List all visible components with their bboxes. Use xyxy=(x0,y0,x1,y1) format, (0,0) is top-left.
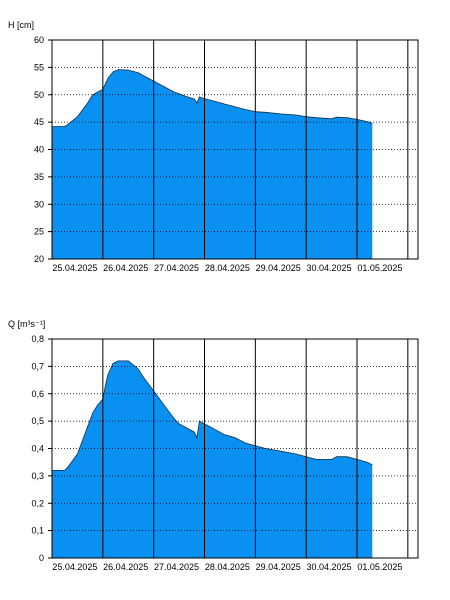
y-tick-label: 40 xyxy=(34,145,44,155)
series-line xyxy=(52,69,373,127)
x-tick-label: 29.04.2025 xyxy=(256,263,301,273)
y-tick-label: 45 xyxy=(34,117,44,127)
y-tick-label: 30 xyxy=(34,199,44,209)
x-tick-label: 01.05.2025 xyxy=(357,263,402,273)
x-tick-label: 25.04.2025 xyxy=(52,263,97,273)
x-tick-label: 30.04.2025 xyxy=(307,562,352,572)
y-tick-label: 25 xyxy=(34,227,44,237)
x-tick-label: 28.04.2025 xyxy=(205,263,250,273)
x-tick-label: 29.04.2025 xyxy=(256,562,301,572)
y-tick-label: 0,5 xyxy=(31,416,44,426)
y-tick-label: 35 xyxy=(34,172,44,182)
y-tick-label: 0,4 xyxy=(31,444,44,454)
y-axis-label: Q [m³s⁻¹] xyxy=(8,319,45,329)
y-tick-label: 20 xyxy=(34,254,44,264)
y-tick-label: 0,1 xyxy=(31,526,44,536)
x-tick-label: 27.04.2025 xyxy=(154,263,199,273)
chart-2: 0 0,1 0,2 0,3 0,4 0,5 0,6 0,7 0,8 25.04.2025 26.04… xyxy=(8,319,419,572)
y-tick-label: 60 xyxy=(34,35,44,45)
x-tick-label: 01.05.2025 xyxy=(357,562,402,572)
x-tick-label: 26.04.2025 xyxy=(103,263,148,273)
y-tick-label: 0,8 xyxy=(31,334,44,344)
y-tick-label: 0,2 xyxy=(31,498,44,508)
y-tick-label: 0,3 xyxy=(31,471,44,481)
y-tick-label: 0,6 xyxy=(31,389,44,399)
plot-frame xyxy=(51,39,419,260)
y-tick-label: 0 xyxy=(39,553,44,563)
area-series xyxy=(52,360,373,558)
y-axis-label: H [cm] xyxy=(8,20,34,30)
x-tick-label: 27.04.2025 xyxy=(154,562,199,572)
x-tick-label: 28.04.2025 xyxy=(205,562,250,572)
y-tick-label: 55 xyxy=(34,62,44,72)
y-tick-label: 50 xyxy=(34,90,44,100)
plot-frame xyxy=(51,338,419,559)
x-tick-label: 26.04.2025 xyxy=(103,562,148,572)
series-line xyxy=(52,360,373,471)
x-tick-label: 30.04.2025 xyxy=(307,263,352,273)
y-tick-label: 0,7 xyxy=(31,361,44,371)
chart-1: 20 25 30 35 40 45 50 55 60 25.04.2025 26.04.2025 27… xyxy=(8,20,419,273)
area-series xyxy=(52,69,373,259)
x-tick-label: 25.04.2025 xyxy=(52,562,97,572)
